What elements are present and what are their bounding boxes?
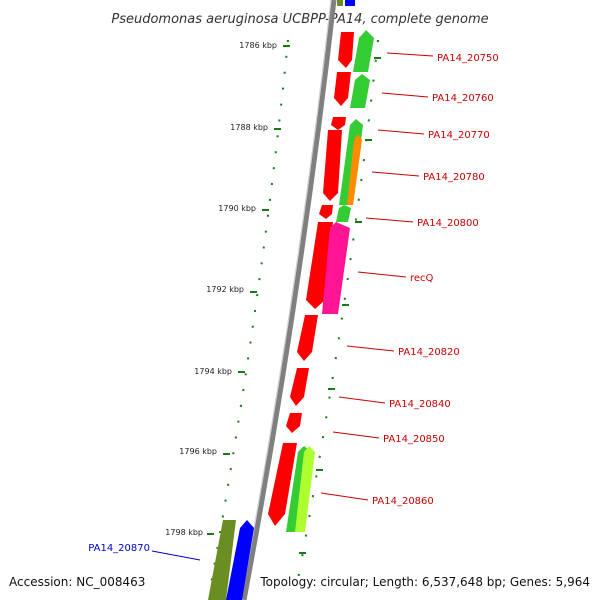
leader-line [338,396,386,404]
tick-label: 1796 kbp [179,447,217,456]
gene-arrow [336,205,351,222]
gene-arrow [331,117,346,130]
gene-arrow-blue [226,520,254,600]
gene-arrow-yellowgreen [295,446,315,532]
gene-labels: PA14_20750 PA14_20760 PA14_20770 PA14_20… [88,53,499,554]
gene-label-pa14-20840: PA14_20840 [389,399,451,410]
leader-line [332,431,380,439]
map-title: Pseudomonas aeruginosa UCBPP-PA14, compl… [111,12,488,27]
gene-arrow [268,443,297,526]
tick-label: 1792 kbp [206,285,244,294]
gene-arrow [338,32,354,68]
outer-ticks [299,57,381,554]
gene-label-pa14-20870: PA14_20870 [88,543,150,554]
feature-top-blue [345,0,355,6]
leader-line [151,550,201,561]
gene-arrow [319,205,333,219]
label-leaders [151,52,434,561]
leader-line [381,92,429,98]
gene-label-pa14-20860: PA14_20860 [372,496,434,507]
gene-arrow-magenta [322,222,350,314]
gene-arrow [350,74,370,108]
gene-label-pa14-20760: PA14_20760 [432,93,494,104]
leader-line [320,492,369,501]
red-genes [268,32,354,526]
major-ticks [207,45,290,535]
tick-label: 1788 kbp [230,123,268,132]
gene-arrow [323,130,342,201]
tick-labels: 1786 kbp 1788 kbp 1790 kbp 1792 kbp 1794… [165,41,277,537]
leader-line [371,171,420,177]
gene-label-pa14-20820: PA14_20820 [398,347,460,358]
gene-arrow [297,315,318,361]
gene-label-pa14-20770: PA14_20770 [428,130,490,141]
tick-label: 1786 kbp [239,41,277,50]
leader-line [365,217,414,223]
gene-label-recq: recQ [410,273,434,284]
topology-label: Topology: circular; Length: 6,537,648 bp… [259,575,590,589]
genome-backbone [241,0,337,600]
leader-line [377,129,425,135]
gene-label-pa14-20750: PA14_20750 [437,53,499,64]
gene-label-pa14-20800: PA14_20800 [417,218,479,229]
genome-backbone-highlight [240,0,332,600]
gene-arrow [353,30,374,72]
leader-line [357,271,407,278]
tick-label: 1790 kbp [218,204,256,213]
tick-label: 1798 kbp [165,528,203,537]
leader-line [386,52,434,57]
gene-label-pa14-20780: PA14_20780 [423,172,485,183]
gene-label-pa14-20850: PA14_20850 [383,434,445,445]
gene-arrow-olive [208,520,236,600]
gene-arrow [290,368,309,406]
feature-top-olive [337,0,343,6]
tick-label: 1794 kbp [194,367,232,376]
gene-arrow [334,72,351,106]
leader-line [346,345,395,352]
gene-arrow [286,413,302,433]
accession-label: Accession: NC_008463 [9,575,145,589]
gene-arrow-orange [347,134,362,205]
